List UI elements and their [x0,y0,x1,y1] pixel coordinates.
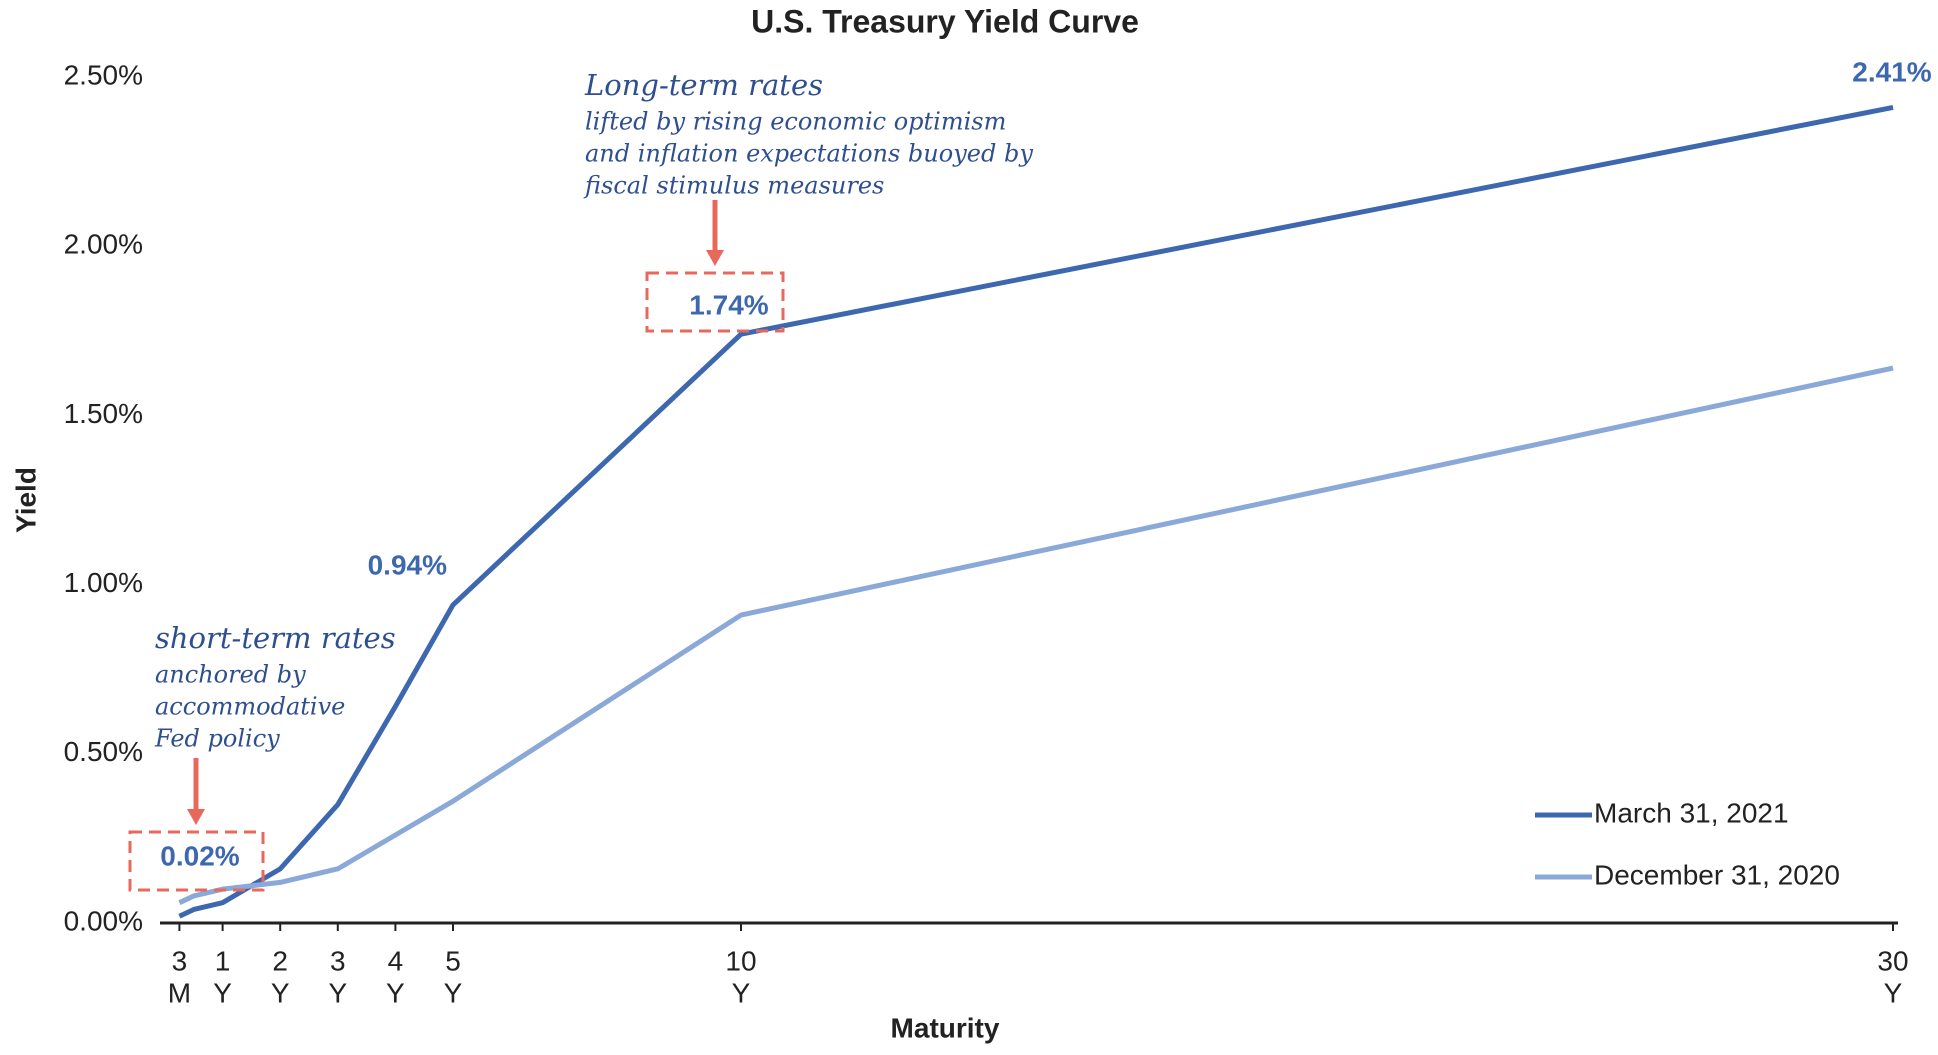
chart-title: U.S. Treasury Yield Curve [751,3,1139,39]
annotation-text: fiscal stimulus measures [583,172,884,200]
x-tick-label: M [168,977,191,1008]
x-tick-label: 2 [272,945,288,976]
x-tick-label: Y [444,977,463,1008]
x-tick-label: 4 [388,945,404,976]
legend-label: March 31, 2021 [1594,797,1789,828]
y-tick-label: 0.00% [64,905,143,936]
annotation-title: Long-term rates [584,68,823,102]
x-tick-label: 3 [330,945,346,976]
x-tick-label: Y [271,977,290,1008]
x-tick-label: 10 [725,945,756,976]
highlight-box [645,271,785,333]
y-axis-label: Yield [10,467,41,533]
x-axis-label: Maturity [891,1012,1000,1043]
series-line [178,365,1894,905]
annotation-text: lifted by rising economic optimism [585,108,1006,136]
x-tick-label: 3 [172,945,188,976]
x-tick-label: 1 [215,945,231,976]
series-line [178,105,1894,919]
legend-label: December 31, 2020 [1594,859,1840,890]
x-tick-label: Y [732,977,751,1008]
y-tick-label: 2.50% [64,59,143,90]
x-tick-label: Y [328,977,347,1008]
data-label: 0.02% [160,840,239,871]
data-label: 1.74% [689,289,768,320]
annotation-text: accommodative [155,693,345,721]
y-tick-label: 2.00% [64,229,143,260]
x-tick-label: Y [213,977,232,1008]
y-tick-label: 1.00% [64,567,143,598]
x-tick-label: Y [1884,977,1903,1008]
data-label: 2.41% [1852,56,1931,87]
annotation-title: short-term rates [155,621,396,655]
y-tick-label: 0.50% [64,736,143,767]
data-label: 0.94% [368,549,447,580]
highlight-box [128,830,265,892]
x-tick-label: 30 [1877,945,1908,976]
y-tick-label: 1.50% [64,398,143,429]
arrow-head [187,809,205,825]
annotation-text: and inflation expectations buoyed by [585,140,1033,168]
annotation-text: Fed policy [154,725,280,753]
x-tick-label: 5 [445,945,461,976]
annotation-text: anchored by [155,661,306,689]
x-tick-label: Y [386,977,405,1008]
arrow-head [706,250,724,266]
